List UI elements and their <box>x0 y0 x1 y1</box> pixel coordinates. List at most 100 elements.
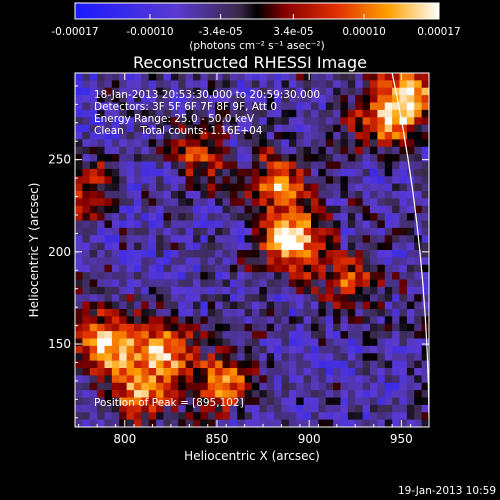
heatmap-cell <box>148 227 157 236</box>
heatmap-cell <box>362 154 371 163</box>
heatmap-cell <box>111 294 120 303</box>
heatmap-cell <box>215 161 224 170</box>
heatmap-cell <box>296 191 305 199</box>
heatmap-cell <box>406 161 415 170</box>
heatmap-cell <box>274 286 283 295</box>
heatmap-cell <box>311 353 319 362</box>
heatmap-cell <box>399 412 408 421</box>
heatmap-cell <box>362 168 371 177</box>
colorbar <box>74 2 440 20</box>
heatmap-cell <box>148 375 157 384</box>
heatmap-cell <box>111 264 120 273</box>
heatmap-cell <box>355 102 364 111</box>
heatmap-cell <box>318 176 327 185</box>
heatmap-cell <box>281 168 290 177</box>
heatmap-cell <box>340 345 349 354</box>
heatmap-cell <box>111 309 120 317</box>
heatmap-cell <box>318 279 327 288</box>
heatmap-cell <box>377 205 386 214</box>
heatmap-cell <box>104 368 113 376</box>
heatmap-cell <box>259 301 268 310</box>
heatmap-cell <box>222 279 231 288</box>
heatmap-cell <box>318 95 327 104</box>
heatmap-cell <box>399 331 408 340</box>
heatmap-cell <box>104 168 113 177</box>
heatmap-cell <box>347 309 356 317</box>
heatmap-cell <box>370 220 378 229</box>
heatmap-cell <box>259 360 268 369</box>
heatmap-cell <box>178 419 187 427</box>
heatmap-cell <box>392 404 401 413</box>
colorbar-unit-label: (photons cm⁻² s⁻¹ asec⁻²) <box>189 40 324 52</box>
heatmap-cell <box>325 109 334 118</box>
heatmap-cell <box>82 109 91 118</box>
heatmap-cell <box>325 235 334 244</box>
heatmap-cell <box>163 368 172 376</box>
heatmap-cell <box>126 331 135 340</box>
heatmap-cell <box>104 353 113 362</box>
heatmap-cell <box>141 117 150 126</box>
heatmap-cell <box>406 242 415 251</box>
heatmap-cell <box>296 146 305 155</box>
heatmap-cell <box>82 404 91 413</box>
heatmap-cell <box>148 154 157 163</box>
heatmap-cell <box>185 323 194 332</box>
heatmap-cell <box>288 102 297 111</box>
heatmap-cell <box>193 272 201 281</box>
heatmap-cell <box>318 397 327 406</box>
heatmap-cell <box>340 264 349 273</box>
heatmap-cell <box>97 80 106 89</box>
heatmap-cell <box>89 191 98 199</box>
heatmap-cell <box>377 338 386 347</box>
heatmap-cell <box>281 272 290 281</box>
heatmap-cell <box>200 220 209 229</box>
heatmap-cell <box>111 397 120 406</box>
heatmap-cell <box>362 139 371 148</box>
heatmap-cell <box>119 139 128 148</box>
heatmap-cell <box>126 109 135 118</box>
heatmap-cell <box>185 124 194 133</box>
heatmap-cell <box>311 227 319 236</box>
heatmap-cell <box>252 353 260 362</box>
heatmap-cell <box>163 360 172 369</box>
heatmap-cell <box>244 382 253 391</box>
heatmap-cell <box>392 294 401 303</box>
heatmap-cell <box>288 109 297 118</box>
heatmap-cell <box>414 301 423 310</box>
heatmap-cell <box>318 73 327 81</box>
heatmap-cell <box>89 338 98 347</box>
heatmap-cell <box>252 264 260 273</box>
heatmap-cell <box>421 161 429 170</box>
heatmap-cell <box>193 191 201 199</box>
heatmap-cell <box>399 368 408 376</box>
heatmap-cell <box>75 80 83 89</box>
heatmap-cell <box>126 227 135 236</box>
heatmap-cell <box>296 87 305 96</box>
heatmap-cell <box>141 191 150 199</box>
heatmap-cell <box>185 102 194 111</box>
heatmap-cell <box>384 191 393 199</box>
heatmap-cell <box>156 176 165 185</box>
heatmap-cell <box>288 242 297 251</box>
heatmap-cell <box>141 109 150 118</box>
heatmap-cell <box>237 264 246 273</box>
heatmap-cell <box>229 176 238 185</box>
heatmap-cell <box>384 124 393 133</box>
heatmap-cell <box>399 316 408 325</box>
heatmap-cell <box>377 235 386 244</box>
heatmap-cell <box>237 117 246 126</box>
heatmap-cell <box>207 412 216 421</box>
heatmap-cell <box>97 353 106 362</box>
heatmap-cell <box>325 205 334 214</box>
heatmap-cell <box>311 294 319 303</box>
heatmap-cell <box>414 412 423 421</box>
heatmap-cell <box>148 242 157 251</box>
heatmap-cell <box>288 154 297 163</box>
heatmap-cell <box>370 117 378 126</box>
heatmap-cell <box>148 139 157 148</box>
heatmap-cell <box>89 176 98 185</box>
heatmap-cell <box>200 323 209 332</box>
heatmap-cell <box>296 323 305 332</box>
heatmap-cell <box>215 375 224 384</box>
heatmap-cell <box>75 168 83 177</box>
